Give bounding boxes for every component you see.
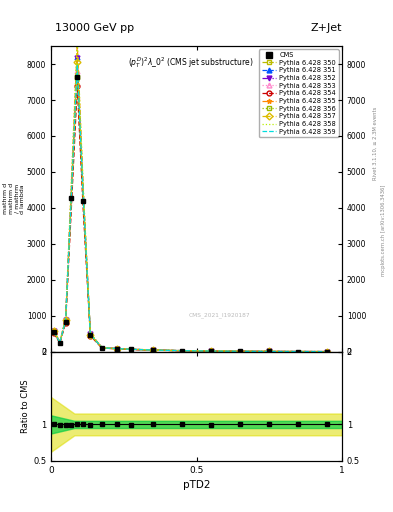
Text: $(p_T^D)^2\lambda\_0^2$ (CMS jet substructure): $(p_T^D)^2\lambda\_0^2$ (CMS jet substru…: [128, 55, 253, 70]
Y-axis label: 1
mathrm d
mathrm d
mathrm d
mathrm d
/ mathrm
d lambda: 1 mathrm d mathrm d mathrm d mathrm d / …: [0, 183, 25, 215]
Text: 13000 GeV pp: 13000 GeV pp: [55, 23, 134, 33]
Text: CMS_2021_I1920187: CMS_2021_I1920187: [189, 312, 251, 318]
Legend: CMS, Pythia 6.428 350, Pythia 6.428 351, Pythia 6.428 352, Pythia 6.428 353, Pyt: CMS, Pythia 6.428 350, Pythia 6.428 351,…: [259, 50, 339, 137]
Text: Z+Jet: Z+Jet: [310, 23, 342, 33]
Text: Rivet 3.1.10, ≥ 2.3M events: Rivet 3.1.10, ≥ 2.3M events: [373, 106, 378, 180]
Text: mcplots.cern.ch [arXiv:1306.3436]: mcplots.cern.ch [arXiv:1306.3436]: [381, 185, 386, 276]
Y-axis label: Ratio to CMS: Ratio to CMS: [21, 379, 30, 433]
X-axis label: pTD2: pTD2: [183, 480, 210, 490]
